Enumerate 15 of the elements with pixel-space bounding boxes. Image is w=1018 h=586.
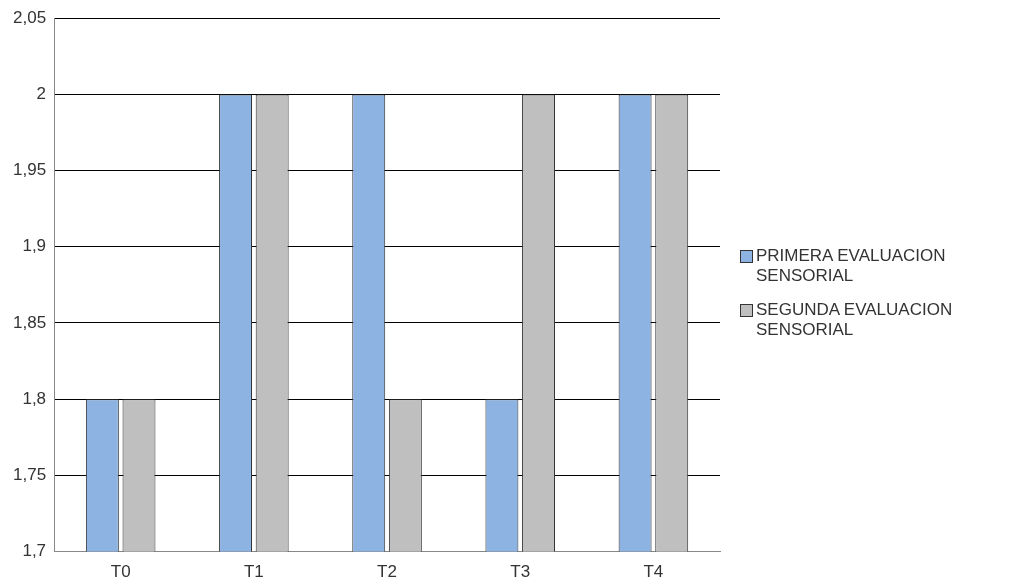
y-tick-label: 1,7 [22,541,47,561]
legend-label: PRIMERA EVALUACION SENSORIAL [756,246,947,286]
y-tick-label: 2,05 [12,7,47,27]
y-tick-label: 2 [36,84,47,104]
y-tick-label: 1,8 [22,388,47,408]
x-tick-label: T3 [510,562,531,582]
x-tick-label: T4 [643,562,664,582]
legend-label: SEGUNDA EVALUACION SENSORIAL [756,300,954,340]
y-tick-label: 1,85 [12,312,47,332]
x-tick-label: T1 [243,562,264,582]
y-tick-label: 1,75 [12,465,47,485]
x-tick-label: T0 [110,562,131,582]
y-tick-label: 1,9 [22,236,47,256]
x-tick-label: T2 [377,562,397,582]
y-tick-label: 1,95 [12,160,47,180]
